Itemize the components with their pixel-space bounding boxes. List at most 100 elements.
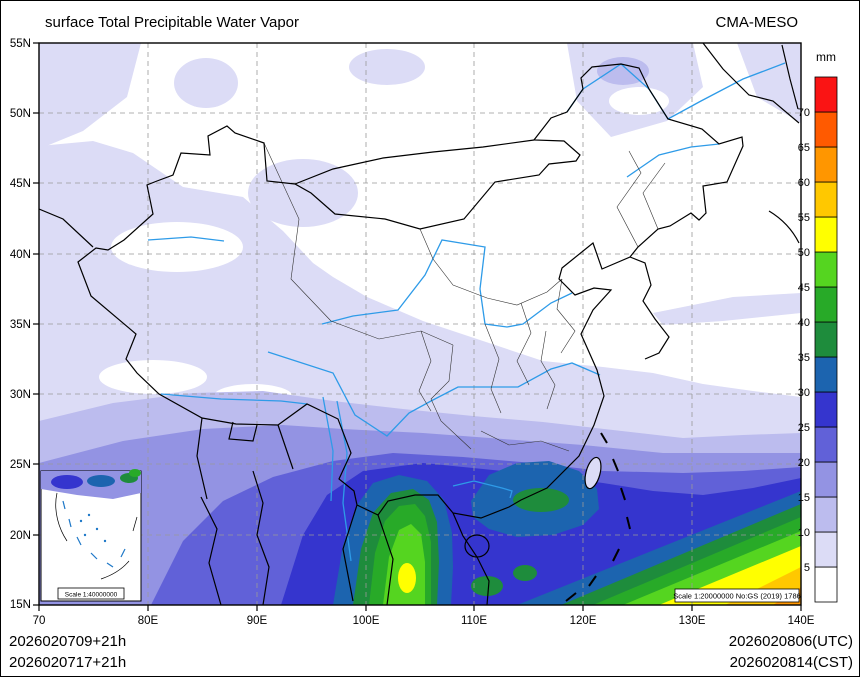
colorbar-tick-label: 25 — [798, 422, 810, 434]
lon-tick-label: 140E — [788, 615, 815, 627]
colorbar-segment — [814, 286, 838, 323]
lon-tick-label: 90E — [247, 615, 268, 627]
hainan-island — [464, 534, 490, 558]
scale-box-frame — [674, 588, 800, 603]
lat-tick-label: 45N — [10, 178, 31, 190]
taiwan-island — [584, 456, 602, 490]
lon-tick-label: 80E — [138, 615, 159, 627]
lon-axis: 70 80E 90E 100E 110E 120E 130E 140E — [33, 615, 815, 627]
tarim-river — [147, 236, 225, 242]
page-title: surface Total Precipitable Water Vapor — [45, 14, 299, 31]
japan-coast — [768, 210, 800, 244]
inset-scale-box — [57, 587, 125, 600]
dash-segment — [565, 592, 577, 602]
axis-ticks — [33, 42, 802, 611]
colorbar-tick-label: 45 — [798, 282, 810, 294]
colorbar-tick-label: 15 — [798, 492, 810, 504]
colorbar-segment — [814, 531, 838, 568]
dash-segment — [626, 516, 631, 530]
colorbar-tick-label: 40 — [798, 317, 810, 329]
graticule — [39, 43, 801, 605]
province-border — [616, 150, 642, 248]
inset-nine-dash-line — [62, 500, 126, 568]
myanmar-border — [342, 504, 358, 602]
lon-tick-label: 130E — [679, 615, 706, 627]
province-border — [556, 278, 576, 354]
lat-tick-label: 55N — [10, 38, 31, 50]
contour-region-35mm — [471, 576, 503, 596]
colorbar-tick-label: 65 — [798, 142, 810, 154]
colorbar-tick-label: 60 — [798, 177, 810, 189]
map-scale-note: Scale 1:20000000 No:GS (2019) 1786 — [673, 592, 801, 601]
valid-time-utc: 2026020806(UTC) — [729, 633, 853, 650]
lat-tick-label: 25N — [10, 459, 31, 471]
colorbar-segment — [814, 146, 838, 183]
mekong-river — [336, 400, 352, 562]
salween-river — [322, 396, 334, 502]
yangtze-river — [267, 351, 601, 437]
colorbar-tick-label: 10 — [798, 527, 810, 539]
colorbar: mm 5 10 15 20 25 30 35 40 — [798, 50, 838, 603]
province-border — [484, 323, 502, 414]
colorbar-tick-label: 20 — [798, 457, 810, 469]
dry-hole-tibet — [99, 360, 207, 394]
province-border — [480, 430, 570, 452]
model-name: CMA-MESO — [716, 14, 799, 31]
province-border — [642, 162, 666, 230]
nepal-border — [277, 424, 294, 470]
contour-region-5mm — [39, 43, 141, 149]
province-border — [419, 228, 563, 306]
province-border — [263, 142, 332, 322]
lat-tick-label: 50N — [10, 108, 31, 120]
colorbar-segment — [814, 426, 838, 463]
contour-region-35mm — [513, 565, 537, 581]
lat-tick-label: 15N — [10, 599, 31, 611]
init-time-utc: 2026020709+21h — [9, 633, 126, 650]
colorbar-segment — [814, 111, 838, 148]
lon-tick-label: 100E — [353, 615, 380, 627]
nine-dash-line — [565, 432, 631, 602]
dash-segment — [612, 548, 620, 562]
contour-region-5mm — [174, 58, 238, 108]
dry-hole-northeast — [609, 87, 669, 115]
lon-tick-label: 110E — [461, 615, 487, 627]
province-border — [418, 330, 432, 412]
province-borders — [263, 142, 666, 452]
inset-map: Scale 1:40000000 — [40, 469, 142, 602]
contour-region-5mm — [349, 49, 425, 85]
colorbar-segment — [814, 251, 838, 288]
russia-coast — [702, 43, 800, 124]
lon-tick-label: 120E — [570, 615, 597, 627]
sakhalin-coast — [781, 44, 799, 110]
lon-tick-label: 70 — [33, 615, 46, 627]
bhutan-border — [228, 421, 258, 442]
china-boundary — [77, 63, 744, 519]
lat-tick-label: 30N — [10, 389, 31, 401]
inset-scale-note: Scale 1:40000000 — [65, 592, 118, 599]
inset-contour-region — [51, 475, 83, 489]
colorbar-segment — [814, 181, 838, 218]
scale-box: Scale 1:20000000 No:GS (2019) 1786 — [673, 588, 801, 603]
colorbar-tick-label: 35 — [798, 352, 810, 364]
india-border — [196, 417, 208, 500]
bangladesh-coast — [252, 470, 270, 605]
colorbar-segment — [814, 496, 838, 533]
yarlung-river — [160, 393, 308, 405]
contour-region-5mm — [653, 293, 801, 325]
colorbar-segment — [814, 391, 838, 428]
colorbar-tick-label: 55 — [798, 212, 810, 224]
colorbar-unit: mm — [816, 50, 836, 64]
colorbar-segment — [814, 356, 838, 393]
inset-contour-region — [129, 469, 141, 477]
contour-region-5mm — [248, 159, 358, 227]
province-border — [516, 302, 532, 386]
lat-tick-label: 20N — [10, 530, 31, 542]
dash-segment — [588, 575, 597, 587]
songhua-river — [626, 143, 720, 178]
inset-contour-region — [87, 475, 115, 487]
kazakh-border — [39, 208, 94, 248]
colorbar-segment — [814, 566, 838, 603]
colorbar-segment — [814, 461, 838, 498]
